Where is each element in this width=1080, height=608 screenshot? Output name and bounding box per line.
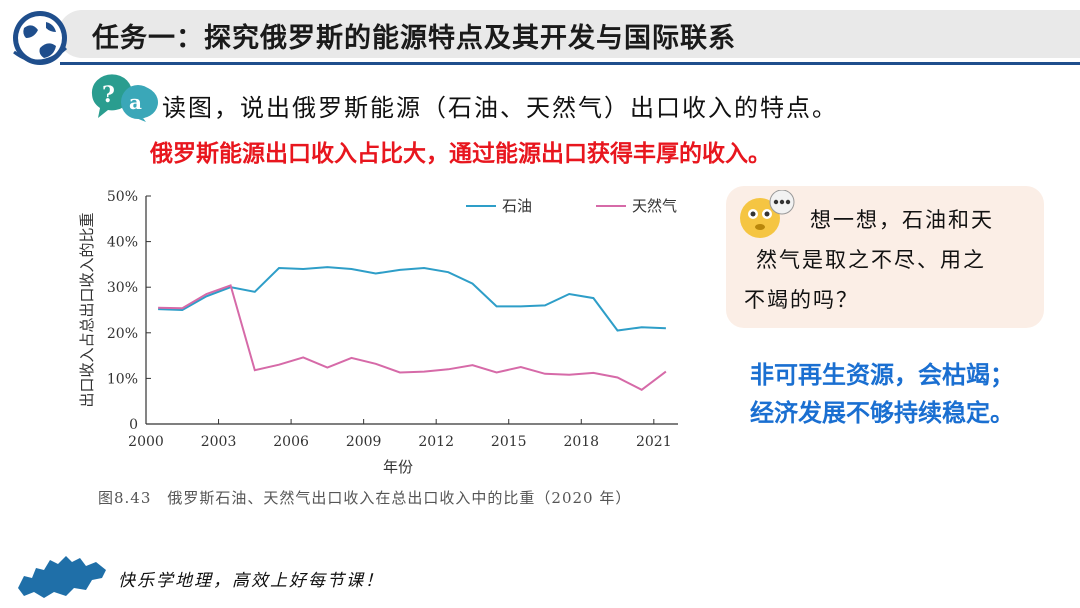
title-bar: 任务一：探究俄罗斯的能源特点及其开发与国际联系	[0, 0, 1080, 66]
answer-2-line-1: 非可再生资源，会枯竭；	[750, 361, 1014, 389]
y-tick-label: 50%	[107, 189, 138, 205]
map-silhouette-icon	[18, 556, 106, 598]
globe-icon	[13, 11, 68, 65]
chart: 0 10% 20% 30% 40% 50% 2000 2003 2006 2009 2012 2015…	[70, 180, 710, 480]
x-tick-label: 2015	[491, 434, 527, 450]
answer-2-line-2: 经济发展不够持续稳定。	[750, 399, 1014, 427]
x-axis-label: 年份	[383, 458, 413, 476]
question-answer-icon: ? a	[91, 74, 158, 122]
series-line-1	[158, 284, 667, 391]
answer-text-1: 俄罗斯能源出口收入占比大，通过能源出口获得丰厚的收入。	[150, 141, 771, 167]
x-tick-label: 2000	[128, 434, 164, 450]
x-tick-label: 2003	[201, 434, 237, 450]
footer-slogan: 快乐学地理，高效上好每节课！	[118, 571, 384, 591]
x-tick-label: 2021	[636, 434, 672, 450]
think-text: 想一想，石油和天 然气是取之不尽、用之 不竭的吗？	[744, 200, 1034, 320]
y-tick-label: 30%	[107, 280, 138, 296]
question-text: 读图，说出俄罗斯能源（石油、天然气）出口收入的特点。	[162, 94, 838, 122]
line-chart: 0 10% 20% 30% 40% 50% 2000 2003 2006 2009 2012 2015…	[78, 189, 678, 476]
think-line-1: 想一想，石油和天	[810, 208, 994, 232]
x-tick-label: 2009	[346, 434, 382, 450]
think-line-2: 然气是取之不尽、用之	[756, 248, 986, 272]
svg-text:?: ?	[102, 82, 115, 108]
title-underline	[60, 62, 1080, 65]
y-axis-label: 出口收入占总出口收入的比重	[78, 212, 96, 407]
series-line-0	[158, 266, 666, 332]
chart-caption: 图8.43 俄罗斯石油、天然气出口收入在总出口收入中的比重（2020 年）	[98, 489, 632, 507]
y-tick-label: 40%	[107, 235, 138, 251]
title-band	[58, 10, 1080, 58]
x-tick-label: 2006	[273, 434, 309, 450]
x-tick-label: 2018	[563, 434, 599, 450]
y-tick-label: 10%	[107, 371, 138, 387]
legend-label-0: 石油	[502, 197, 532, 215]
y-tick-label: 20%	[107, 326, 138, 342]
svg-text:a: a	[129, 90, 142, 114]
think-line-3: 不竭的吗？	[744, 288, 859, 312]
y-tick-label: 0	[129, 417, 138, 433]
legend-label-1: 天然气	[632, 197, 677, 215]
thinking-face-icon	[740, 190, 795, 238]
x-tick-label: 2012	[418, 434, 454, 450]
answer-text-2: 非可再生资源，会枯竭； 经济发展不够持续稳定。	[750, 356, 1014, 432]
page-title: 任务一：探究俄罗斯的能源特点及其开发与国际联系	[92, 23, 736, 54]
